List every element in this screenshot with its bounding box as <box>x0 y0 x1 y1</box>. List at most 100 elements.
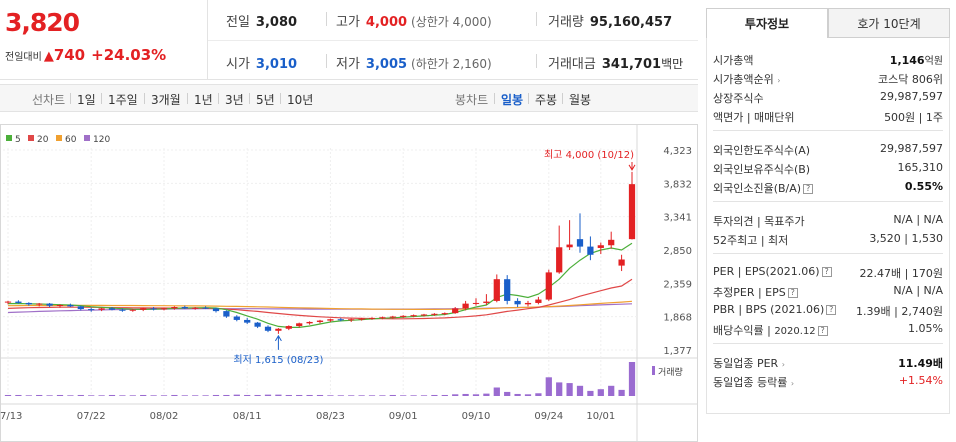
y-tick-label: 2,850 <box>663 246 692 257</box>
help-icon[interactable]: ? <box>826 305 837 315</box>
candle-body <box>566 244 573 248</box>
stat-volume: 거래량 95,160,457 <box>548 15 673 30</box>
period-1y[interactable]: 1년 <box>194 93 213 107</box>
candle-body <box>192 307 199 309</box>
volume-bar <box>56 394 64 396</box>
candle-body <box>587 246 594 255</box>
volume-bar <box>88 395 95 396</box>
volume-bar <box>431 394 438 396</box>
candle-weekly[interactable]: 주봉 <box>535 93 558 107</box>
volume-bar <box>202 395 209 396</box>
stat-amount: 거래대금 341,701백만 <box>548 57 684 72</box>
candle-body <box>472 302 480 304</box>
period-toolbar: 선차트 1일 1주일 3개월 1년 3년 5년 10년 봉차트 일봉 주봉 월봉 <box>0 84 698 112</box>
y-tick-label: 3,832 <box>663 179 692 190</box>
volume-bar <box>608 385 615 396</box>
candle-body <box>348 319 355 321</box>
volume-bar <box>545 377 552 396</box>
volume-bar <box>181 395 188 396</box>
period-3m[interactable]: 3개월 <box>151 93 181 107</box>
volume-bar <box>15 394 22 396</box>
volume-bar <box>285 394 292 396</box>
volume-bar <box>389 394 396 396</box>
x-tick-label: 09/01 <box>389 411 418 422</box>
candle-body <box>524 302 532 305</box>
arrow-up-icon <box>274 334 282 342</box>
x-tick-label: 08/11 <box>233 411 262 422</box>
volume-bar <box>119 395 126 396</box>
legend-label: 20 <box>37 135 49 145</box>
candle-body <box>358 318 365 320</box>
volume-bar <box>410 395 417 396</box>
arrow-down-icon <box>628 164 636 171</box>
investment-info-panel: 시가총액 1,146억원 시가총액순위 › 코스닥 806위 상장주식수 29,987… <box>706 38 950 414</box>
stat-prev-close: 전일 3,080 <box>226 15 298 30</box>
volume-bar <box>108 394 116 396</box>
volume-bar <box>358 395 365 396</box>
volume-bar <box>25 395 32 396</box>
candle-body <box>389 316 396 318</box>
candle-body <box>420 314 428 316</box>
candle-body <box>452 308 459 314</box>
candle-body <box>56 304 64 306</box>
volume-bar <box>4 394 12 396</box>
candle-body <box>410 315 417 317</box>
volume-bar <box>400 395 407 396</box>
x-tick-label: 09/10 <box>462 411 491 422</box>
candle-body <box>46 303 53 306</box>
y-tick-label: 1,377 <box>663 346 692 357</box>
candle-body <box>264 326 272 331</box>
period-3y[interactable]: 3년 <box>225 93 244 107</box>
candle-body <box>254 322 261 327</box>
candle-body <box>129 309 136 311</box>
legend-swatch <box>84 135 90 141</box>
candle-daily[interactable]: 일봉 <box>501 93 524 107</box>
candle-body <box>337 319 344 321</box>
volume-bar <box>420 395 428 396</box>
candle-body <box>368 317 376 319</box>
x-tick-label: 08/23 <box>316 411 345 422</box>
help-icon[interactable]: ? <box>803 184 814 194</box>
candle-chart-label: 봉차트 <box>455 93 489 107</box>
help-icon[interactable]: ? <box>821 267 832 277</box>
candle-body <box>140 308 147 310</box>
help-icon[interactable]: ? <box>787 288 798 298</box>
volume-bar <box>150 395 157 396</box>
volume-bar <box>223 394 230 396</box>
candle-body <box>233 316 240 320</box>
volume-bar <box>212 394 220 396</box>
volume-bar <box>36 394 43 396</box>
candle-body <box>212 308 220 312</box>
volume-bar <box>348 395 355 396</box>
ma5-line <box>7 242 633 328</box>
candle-monthly[interactable]: 월봉 <box>569 93 592 107</box>
price-stats: 전일 3,080 고가 4,000 (상한가 4,000) 거래량 95,160,457… <box>208 0 698 80</box>
volume-bar <box>337 395 344 396</box>
help-icon[interactable]: ? <box>817 326 828 336</box>
candle-body <box>275 328 282 331</box>
period-5y[interactable]: 5년 <box>256 93 275 107</box>
stock-chart[interactable]: 5 20 60 120 거래량 4,323 3,832 3,341 2,850 2,359 1,… <box>0 124 698 442</box>
volume-bar <box>493 387 500 396</box>
period-10y[interactable]: 10년 <box>287 93 314 107</box>
tab-investment-info[interactable]: 투자정보 <box>706 8 828 38</box>
candle-body <box>88 309 95 311</box>
legend-label: 5 <box>15 135 21 145</box>
candle-body <box>379 317 386 319</box>
current-price: 3,820 <box>5 8 80 37</box>
volume-bar <box>275 394 282 396</box>
x-tick-label: 07/22 <box>77 411 106 422</box>
candle-body <box>285 326 292 329</box>
period-1w[interactable]: 1주일 <box>108 93 138 107</box>
stat-high: 고가 4,000 (상한가 4,000) <box>336 15 492 30</box>
tab-orderbook[interactable]: 호가 10단계 <box>828 8 950 38</box>
period-1d[interactable]: 1일 <box>77 93 96 107</box>
change-label: 전일대비 <box>5 52 42 63</box>
y-tick-label: 2,359 <box>663 279 692 290</box>
volume-bar <box>483 393 490 396</box>
volume-bar <box>556 382 563 396</box>
candle-body <box>296 323 303 327</box>
volume-bar <box>524 394 532 396</box>
candle-body <box>462 303 469 309</box>
volume-bar <box>140 394 147 396</box>
